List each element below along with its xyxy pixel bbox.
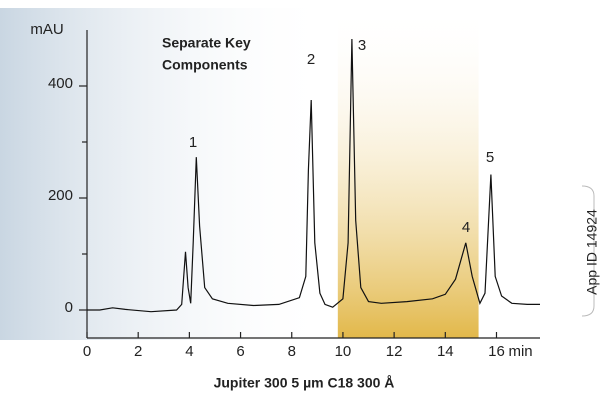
x-axis-label: min bbox=[508, 343, 532, 360]
side-label: App ID 14924 bbox=[584, 209, 600, 295]
y-tick-label: 400 bbox=[48, 75, 73, 92]
peak-label: 4 bbox=[462, 219, 470, 236]
y-tick-label: 0 bbox=[65, 299, 73, 316]
x-tick-label: 6 bbox=[236, 343, 244, 360]
x-tick-label: 12 bbox=[386, 343, 403, 360]
x-tick-label: 14 bbox=[437, 343, 454, 360]
highlight-band bbox=[337, 6, 479, 338]
side-bracket bbox=[581, 185, 595, 317]
y-axis-label: mAU bbox=[30, 21, 63, 38]
annotation: Separate Key bbox=[162, 35, 251, 51]
y-tick-label: 200 bbox=[48, 187, 73, 204]
x-tick-label: 0 bbox=[83, 343, 91, 360]
chromatogram-line bbox=[87, 38, 540, 313]
x-tick-label: 16 bbox=[488, 343, 505, 360]
peak-label: 5 bbox=[486, 149, 494, 166]
peak-label: 2 bbox=[307, 51, 315, 68]
x-tick-label: 8 bbox=[288, 343, 296, 360]
x-tick-label: 10 bbox=[335, 343, 352, 360]
chart-title: Jupiter 300 5 µm C18 300 Å bbox=[214, 375, 395, 391]
annotation: Components bbox=[162, 57, 248, 73]
x-tick-label: 4 bbox=[185, 343, 193, 360]
peak-label: 3 bbox=[358, 37, 366, 54]
background-shade bbox=[0, 8, 330, 340]
peak-label: 1 bbox=[189, 134, 197, 151]
x-tick-label: 2 bbox=[134, 343, 142, 360]
